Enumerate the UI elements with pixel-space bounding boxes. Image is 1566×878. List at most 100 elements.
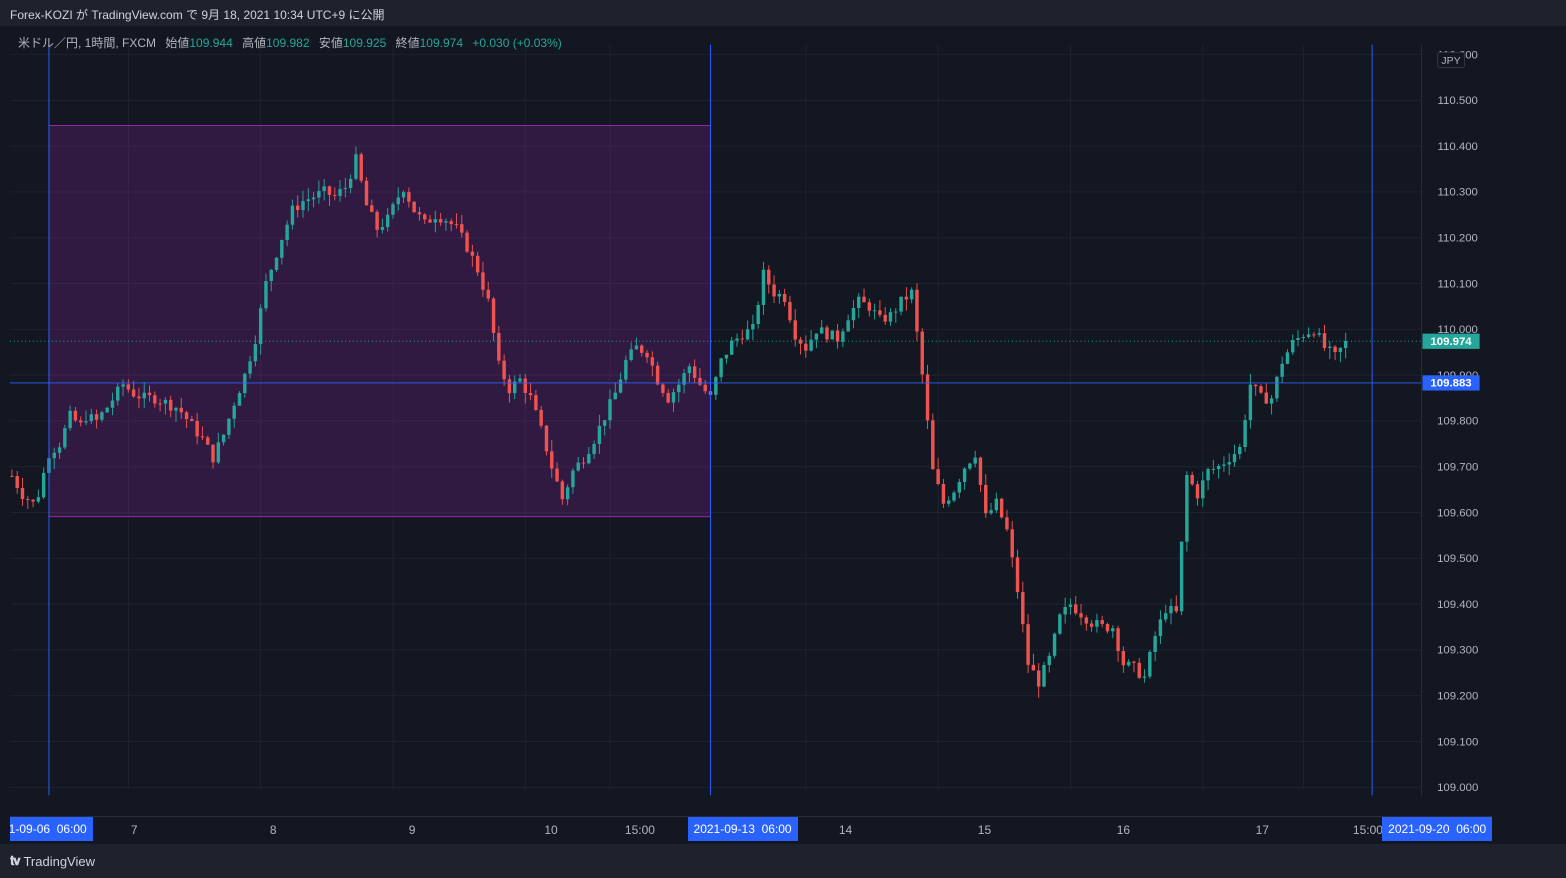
- candle-body: [354, 154, 358, 179]
- candle-body: [724, 354, 729, 359]
- candle-body: [677, 384, 681, 393]
- candle-body: [1280, 363, 1284, 377]
- candle-body: [391, 204, 395, 215]
- candle-body: [269, 269, 273, 282]
- time-tick-label: 15:00: [624, 823, 655, 837]
- candle-body: [576, 462, 580, 471]
- candle-body: [116, 386, 120, 401]
- candle-body: [534, 395, 538, 410]
- time-axis-bar[interactable]: 7 8 9 10 15:00 14 15 16 17 15:00 21-09-06 06:00 202…: [10, 816, 1492, 843]
- last-price-label: 109.974: [1430, 336, 1472, 348]
- price-tick-label: 110.000: [1438, 324, 1478, 336]
- legend-open-label: 始値: [165, 36, 190, 50]
- candle-body: [1142, 676, 1147, 678]
- publish-text: Forex-KOZI が TradingView.com で 9月 18, 20…: [10, 8, 385, 22]
- time-tick-label: 15:00: [1352, 823, 1383, 837]
- candle-body: [333, 194, 337, 196]
- candle-body: [290, 205, 295, 225]
- time-tick-label: 9: [408, 823, 416, 837]
- candle-body: [1137, 662, 1141, 678]
- candle-body: [687, 366, 692, 374]
- candle-body: [825, 327, 829, 340]
- candle-body: [454, 224, 459, 226]
- time-tick-label: 15: [977, 823, 992, 837]
- candle-body: [364, 180, 369, 206]
- currency-badge-bg: [1437, 51, 1465, 69]
- candle-body: [1036, 670, 1041, 687]
- candle-body: [1005, 517, 1009, 530]
- candle-body: [782, 293, 787, 302]
- tradingview-logo[interactable]: 𝐭𝐯 TradingView: [10, 853, 95, 869]
- candle-body: [1343, 341, 1348, 348]
- candle-body: [1126, 661, 1131, 666]
- candle-body: [761, 269, 766, 305]
- candle-body: [1031, 664, 1036, 671]
- time-tick-label: 14: [838, 823, 853, 837]
- candle-body: [78, 420, 83, 423]
- candle-body: [1222, 464, 1226, 466]
- candle-body: [1105, 623, 1110, 632]
- candle-body: [1021, 592, 1025, 625]
- candle-body: [153, 395, 157, 404]
- candle-body: [1248, 384, 1253, 421]
- candle-body: [809, 339, 813, 351]
- candle-body: [772, 284, 776, 297]
- candle-body: [1185, 474, 1189, 542]
- candle-body: [703, 384, 707, 392]
- candle-body: [1068, 604, 1073, 608]
- candle-body: [168, 399, 173, 411]
- candle-body: [1232, 454, 1237, 463]
- candle-body: [999, 498, 1004, 518]
- candle-body: [756, 304, 760, 324]
- time-highlight-label: 2021-09-13 06:00: [687, 817, 798, 841]
- candle-body: [751, 323, 755, 330]
- candle-body: [560, 481, 565, 500]
- time-axis[interactable]: [10, 795, 1422, 798]
- candle-body: [947, 500, 951, 504]
- candle-body: [745, 329, 750, 340]
- candle-body: [819, 327, 824, 334]
- candle-body: [31, 499, 35, 502]
- candle-body: [661, 384, 665, 393]
- candle-body: [1195, 484, 1200, 499]
- range-box: [48, 125, 712, 518]
- candle-body: [184, 412, 189, 419]
- candle-body: [645, 352, 649, 358]
- candle-body: [1095, 620, 1099, 627]
- candle-body: [438, 219, 443, 223]
- candle-body: [174, 407, 178, 411]
- candle-body: [137, 396, 141, 399]
- candle-body: [528, 392, 533, 396]
- candle-body: [550, 451, 554, 469]
- candle-body: [1296, 337, 1300, 341]
- candle-body: [841, 331, 845, 342]
- candle-body: [904, 296, 909, 300]
- candle-body: [888, 312, 893, 322]
- candle-body: [1338, 347, 1343, 353]
- candle-body: [163, 399, 168, 404]
- candle-body: [1322, 333, 1327, 348]
- candle-body: [957, 481, 962, 493]
- candle-body: [629, 349, 633, 360]
- candle-body: [497, 332, 501, 361]
- price-tick-label: 109.600: [1437, 507, 1478, 519]
- price-tick-label: 110.400: [1438, 141, 1478, 153]
- legend-high-label: 高値: [242, 36, 267, 50]
- candle-body: [692, 366, 697, 378]
- candle-body: [555, 468, 559, 482]
- candle-body: [1301, 336, 1306, 338]
- candle-body: [581, 462, 586, 464]
- price-axis[interactable]: 110.600110.500110.400110.300110.200110.1…: [1421, 44, 1492, 798]
- candle-body: [671, 392, 676, 403]
- candle-body: [1328, 346, 1332, 348]
- candle-body: [10, 475, 14, 477]
- candle-body: [36, 497, 41, 502]
- candle-body: [1264, 392, 1268, 404]
- candle-body: [412, 201, 416, 213]
- candle-body: [428, 219, 432, 223]
- candle-body: [211, 444, 215, 463]
- time-highlight-label: 21-09-06 06:00: [10, 817, 93, 841]
- price-chart[interactable]: 110.600110.500110.400110.300110.200110.1…: [10, 26, 1492, 816]
- candle-body: [894, 311, 898, 313]
- candle-body: [232, 405, 236, 419]
